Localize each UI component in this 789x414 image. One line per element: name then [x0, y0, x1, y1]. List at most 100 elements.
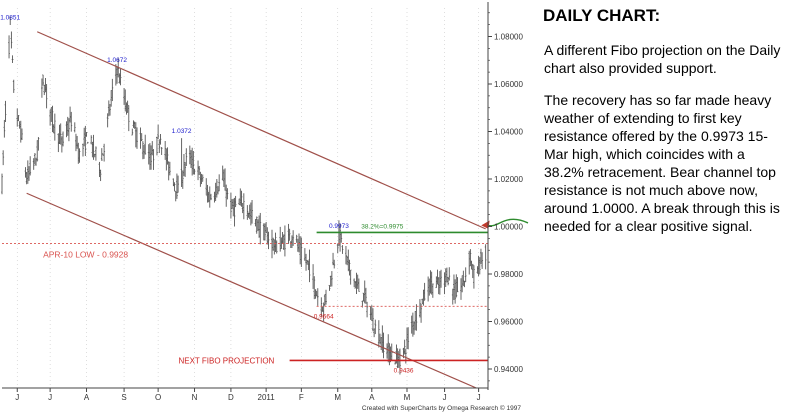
ohlc-bar [91, 141, 94, 158]
ohlc-bar [291, 235, 293, 248]
ohlc-bar [191, 147, 194, 176]
ohlc-bar [29, 156, 32, 176]
ohlc-bar [287, 223, 290, 244]
ohlc-bar [295, 234, 298, 243]
ohlc-bar [364, 287, 367, 304]
ohlc-bar [233, 197, 236, 227]
x-tick-label: M [334, 393, 341, 402]
ohlc-bar [147, 144, 150, 165]
ohlc-bar [217, 186, 219, 195]
ohlc-bar [410, 315, 413, 334]
ohlc-bar [12, 79, 15, 93]
ohlc-bar [381, 325, 384, 353]
ohlc-bar [239, 188, 242, 206]
annotation-labels: APR-10 LOW - 0.9928 38.2%=0.9975 NEXT FIBO… [0, 14, 529, 374]
ohlc-bar [255, 216, 258, 234]
ohlc-bar [448, 267, 451, 281]
ohlc-bar [386, 343, 388, 359]
ohlc-bar [1, 173, 3, 195]
ohlc-bar [469, 249, 472, 267]
ohlc-bar [10, 31, 13, 49]
ohlc-bar [59, 123, 62, 145]
x-tick-label: A [84, 393, 90, 402]
ohlc-bar [289, 241, 292, 249]
ohlc-bar [102, 153, 104, 156]
ohlc-bar [143, 145, 145, 159]
ohlc-bar [273, 239, 276, 255]
ohlc-bar [296, 238, 299, 252]
price-label-0.9973: 0.9973 [329, 223, 349, 230]
ohlc-bar [190, 150, 192, 168]
ohlc-bar [188, 145, 191, 165]
ohlc-bar [83, 127, 86, 147]
ohlc-bar [201, 174, 204, 182]
ohlc-bar [340, 232, 343, 243]
ohlc-bar [157, 124, 160, 140]
ohlc-bar [462, 270, 465, 287]
ohlc-bar [341, 245, 344, 254]
ohlc-bar [329, 275, 332, 287]
ohlc-bar [90, 135, 93, 145]
ohlc-bar [84, 125, 87, 156]
ohlc-bar [411, 312, 414, 337]
ohlc-bar [2, 150, 5, 166]
ohlc-bar [316, 288, 319, 306]
ohlc-bar [356, 274, 359, 289]
ohlc-bar [380, 336, 383, 351]
y-tick-label: 0.94000 [494, 365, 523, 374]
commentary-title: DAILY CHART: [543, 6, 661, 25]
ohlc-bar [111, 78, 114, 102]
ohlc-bar [246, 205, 249, 220]
ohlc-bar [73, 122, 76, 133]
ohlc-bar [454, 279, 457, 304]
apr10-low-label: APR-10 LOW - 0.9928 [43, 250, 128, 260]
ohlc-bar [347, 249, 350, 272]
curved-arrow [487, 218, 529, 227]
y-tick-label: 0.96000 [494, 318, 523, 327]
ohlc-bar [118, 73, 121, 84]
ohlc-bar [156, 136, 158, 156]
y-tick-label: 0.98000 [494, 270, 523, 279]
ohlc-bar [69, 106, 72, 123]
x-tick-label: N [192, 393, 198, 402]
ohlc-bar [166, 147, 169, 165]
ohlc-bar [151, 141, 154, 156]
ohlc-bar [225, 184, 228, 207]
price-label-1.0851: 1.0851 [0, 14, 20, 21]
ohlc-bar [461, 275, 464, 293]
ohlc-bar [172, 178, 175, 187]
ohlc-bar [85, 131, 88, 137]
ohlc-bar [267, 231, 270, 250]
ohlc-bar [185, 148, 188, 167]
ohlc-bar [406, 327, 408, 349]
ohlc-bar [232, 198, 235, 217]
ohlc-bar [444, 268, 447, 288]
ohlc-bar [60, 136, 63, 153]
ohlc-bar [100, 148, 103, 161]
ohlc-bar [131, 128, 134, 136]
ohlc-bar [98, 161, 101, 178]
retracement-382-label: 38.2%=0.9975 [361, 223, 403, 230]
ohlc-bar [215, 179, 218, 198]
ohlc-bar [388, 343, 391, 366]
ohlc-bar [25, 171, 28, 185]
ohlc-bar [415, 304, 418, 331]
axes: 1.08000 1.06000 1.04000 1.02000 1.00000 0.980… [2, 2, 523, 412]
ohlc-bar [53, 113, 56, 141]
ohlc-bar [423, 282, 426, 301]
ohlc-bar [9, 16, 12, 25]
ohlc-bar [422, 289, 425, 306]
ohlc-bar [229, 192, 232, 219]
ohlc-bar [139, 127, 142, 149]
ohlc-bar [173, 182, 176, 192]
ohlc-bar [300, 237, 303, 267]
ohlc-bar [206, 184, 209, 203]
ohlc-bar [265, 221, 268, 233]
channel-lower-line [26, 192, 477, 389]
ohlc-bar [430, 271, 433, 295]
ohlc-bar [336, 243, 339, 254]
ohlc-bar [106, 113, 109, 128]
ohlc-bar [226, 188, 229, 200]
ohlc-bar [238, 198, 241, 205]
ohlc-bar [51, 105, 54, 133]
